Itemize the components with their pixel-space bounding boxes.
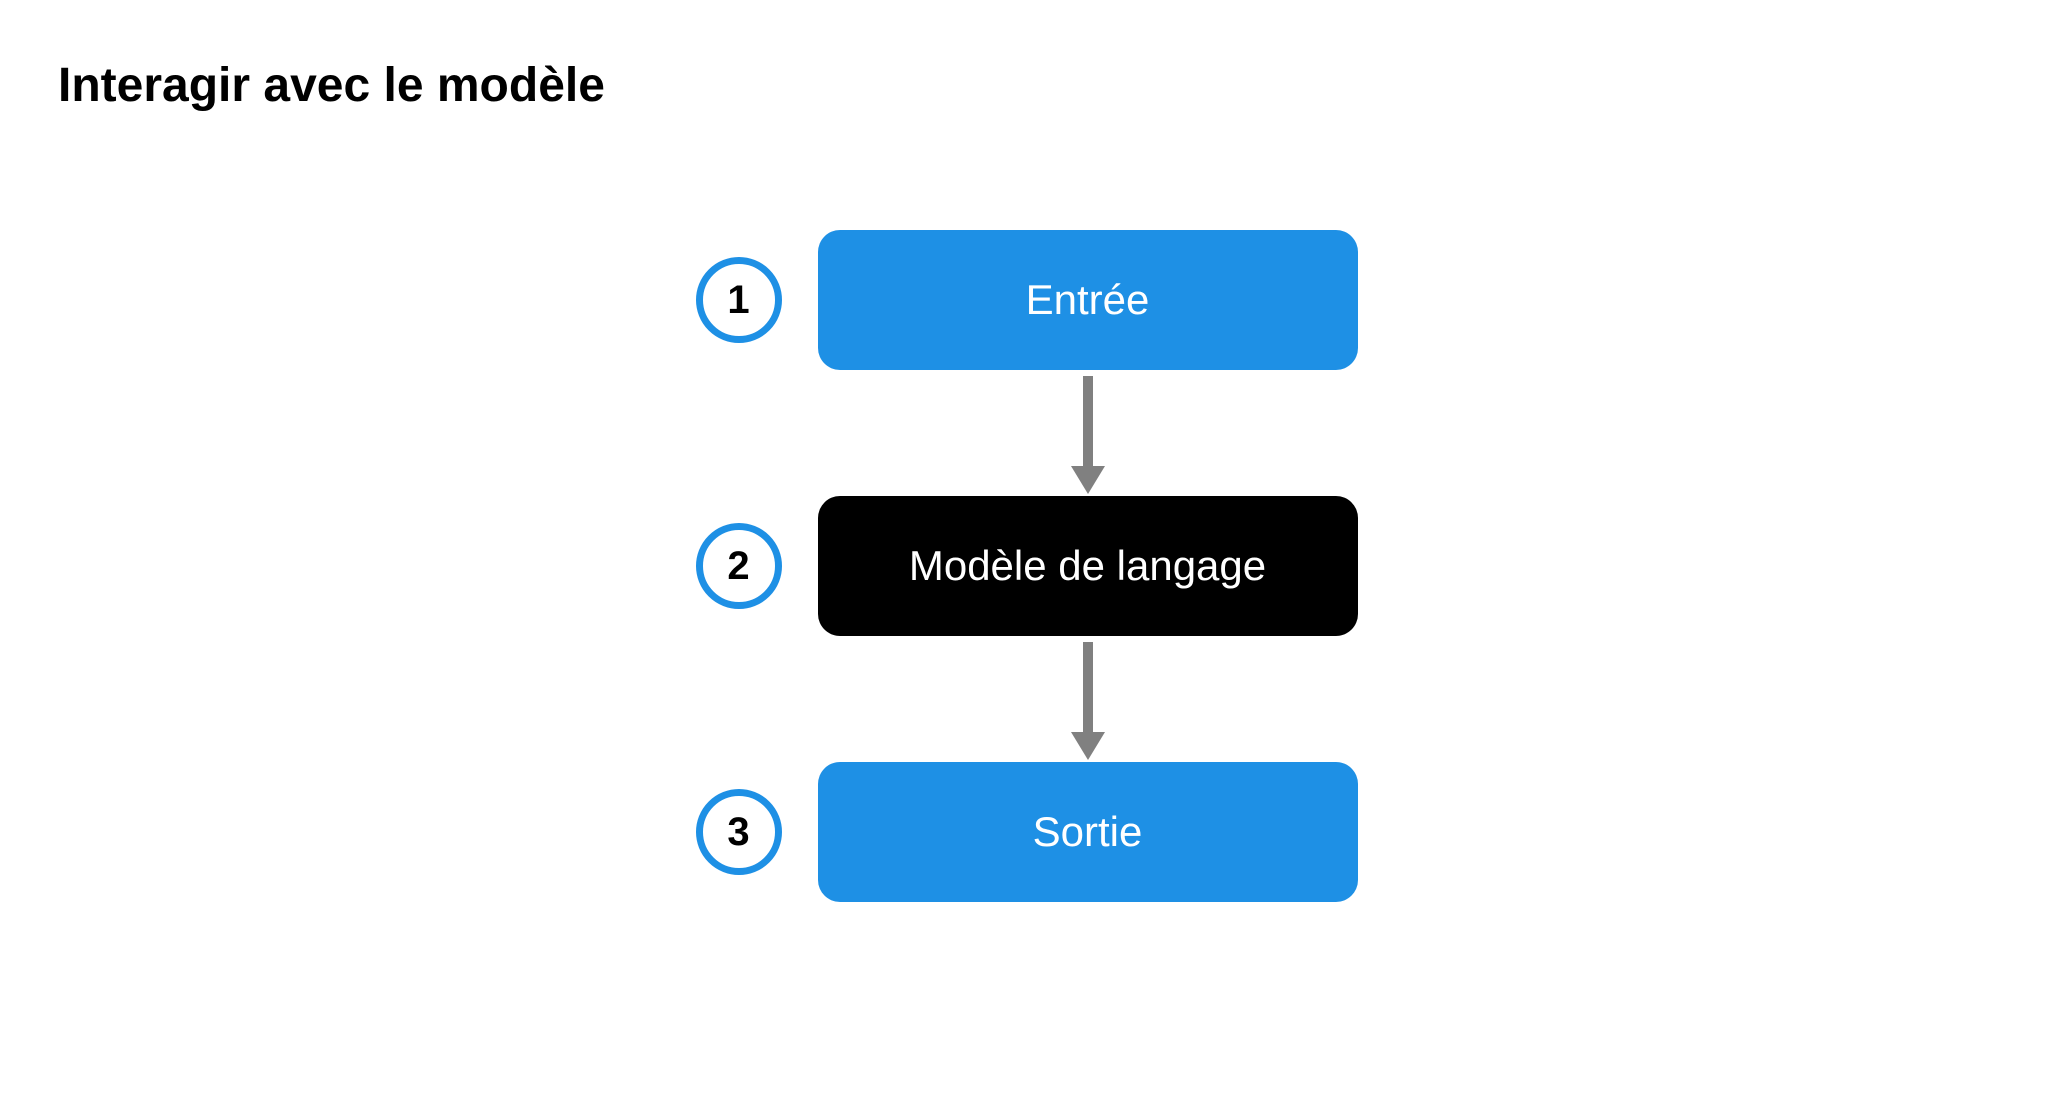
flow-row-1: 1 Entrée: [696, 230, 1358, 370]
flowchart: 1 Entrée 2 Modèle de langage 3 Sortie: [696, 230, 1358, 902]
page-title: Interagir avec le modèle: [58, 58, 605, 113]
step-badge-1: 1: [696, 257, 782, 343]
arrow-head-icon: [1071, 732, 1105, 760]
arrow-shaft: [1083, 642, 1093, 732]
arrow-head-icon: [1071, 466, 1105, 494]
flow-box-output: Sortie: [818, 762, 1358, 902]
arrow-shaft: [1083, 376, 1093, 466]
flow-box-input: Entrée: [818, 230, 1358, 370]
arrow-2: [696, 642, 1358, 760]
flow-row-2: 2 Modèle de langage: [696, 496, 1358, 636]
flow-box-model: Modèle de langage: [818, 496, 1358, 636]
flow-row-3: 3 Sortie: [696, 762, 1358, 902]
step-badge-2: 2: [696, 523, 782, 609]
arrow-1: [696, 376, 1358, 494]
step-badge-3: 3: [696, 789, 782, 875]
